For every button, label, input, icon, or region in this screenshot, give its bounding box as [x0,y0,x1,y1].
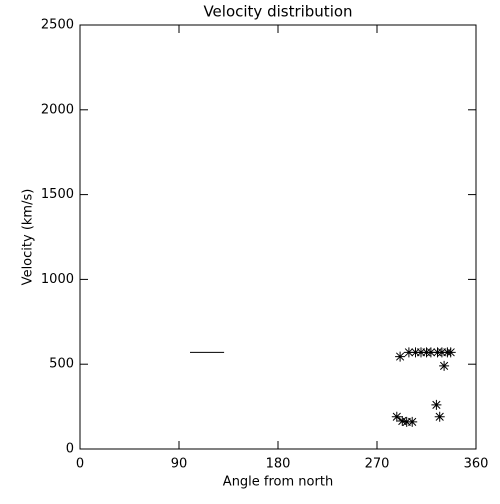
x-tick-label: 270 [365,457,390,472]
y-axis-label: Velocity (km/s) [21,189,36,286]
asterisk-point [391,411,402,422]
asterisk-point [395,351,406,362]
asterisk-point [445,347,456,358]
y-tick-label: 0 [66,442,74,457]
asterisk-point [436,347,447,358]
asterisk-point [410,347,421,358]
asterisk-point [407,416,418,427]
y-tick-label: 1000 [41,272,74,287]
chart-title: Velocity distribution [203,3,352,21]
asterisk-point [439,360,450,371]
asterisk-point [401,416,412,427]
asterisk-point [434,411,445,422]
x-tick-label: 180 [266,457,291,472]
asterisk-point [431,399,442,410]
asterisk-point [403,347,414,358]
asterisk-point [425,347,436,358]
y-tick-label: 500 [49,357,74,372]
y-tick-label: 2000 [41,102,74,117]
x-tick-label: 0 [76,457,84,472]
y-tick-label: 1500 [41,187,74,202]
x-axis-label: Angle from north [223,475,333,490]
y-tick-label: 2500 [41,18,74,33]
x-tick-label: 360 [464,457,489,472]
x-tick-label: 90 [171,457,188,472]
asterisk-point [397,416,408,427]
asterisk-point [416,347,426,358]
